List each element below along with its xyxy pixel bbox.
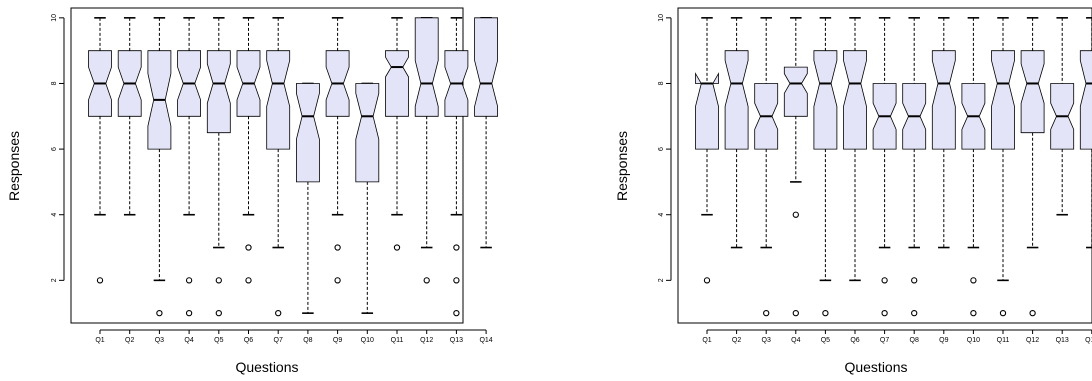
box-q8	[295, 83, 320, 183]
box-q11	[991, 50, 1015, 150]
outlier-point	[245, 277, 252, 284]
left-x-axis: Q1 Q2 Q3 Q4 Q5 Q6 Q7 Q8 Q9 Q10 Q11 Q12 Q13 Q14	[95, 329, 493, 344]
x-tick-label: Q2	[732, 337, 741, 344]
outlier-point	[763, 310, 770, 317]
outlier-point	[453, 310, 460, 317]
x-tick-label: Q3	[155, 337, 164, 344]
x-tick-label: Q5	[821, 337, 830, 344]
y-tick-label: 2	[658, 278, 665, 282]
x-tick-label: Q6	[244, 337, 253, 344]
outlier-point	[275, 310, 282, 317]
outlier-point	[215, 310, 222, 317]
outlier-point	[423, 277, 430, 284]
right-x-axis: Q1 Q2 Q3 Q4 Q5 Q6 Q7 Q8 Q9 Q10 Q11 Q12 Q13 Q14	[702, 329, 1092, 344]
outlier-point	[393, 244, 401, 251]
y-tick-label: 8	[51, 81, 58, 85]
x-tick-label: Q14	[1085, 337, 1092, 344]
y-tick-label: 8	[658, 81, 665, 85]
outlier-point	[911, 310, 918, 317]
left-y-axis-label: Responses	[6, 131, 22, 201]
outlier-point	[822, 310, 829, 317]
outlier-point	[156, 310, 163, 317]
left-boxplot-panel: 2 4 6 8 10 Q1 Q2 Q3 Q4 Q5 Q6 Q7 Q8 Q9 Q10 Q11 Q12 Q13 Q14…	[6, 7, 499, 375]
y-tick-label: 10	[51, 14, 58, 22]
x-tick-label: Q13	[450, 337, 463, 344]
outlier-point	[970, 277, 977, 284]
left-plot-frame	[70, 7, 464, 324]
y-tick-label: 6	[658, 147, 665, 151]
x-tick-label: Q13	[1056, 337, 1069, 344]
outlier-point	[185, 310, 193, 317]
box-q5	[206, 50, 231, 134]
y-tick-label: 10	[658, 14, 665, 22]
x-tick-label: Q10	[361, 337, 374, 344]
outlier-point	[881, 277, 888, 284]
y-tick-label: 2	[51, 278, 58, 282]
y-tick-label: 4	[51, 213, 58, 217]
outlier-point	[1029, 310, 1036, 317]
box-q9	[931, 50, 956, 150]
x-tick-label: Q9	[939, 337, 948, 344]
right-plot-frame	[677, 7, 1092, 324]
x-tick-label: Q10	[967, 337, 980, 344]
x-tick-label: Q8	[303, 337, 312, 344]
x-tick-label: Q8	[910, 337, 919, 344]
left-boxes	[88, 17, 499, 317]
right-boxes	[695, 17, 1092, 317]
x-tick-label: Q5	[214, 337, 223, 344]
box-q12	[414, 17, 439, 117]
right-y-axis: 2 4 6 8 10	[658, 14, 672, 282]
outlier-point	[215, 277, 222, 284]
x-tick-label: Q7	[274, 337, 283, 344]
box-q11	[385, 50, 409, 117]
right-y-axis-label: Responses	[614, 131, 630, 201]
x-tick-label: Q4	[791, 337, 800, 344]
x-tick-label: Q2	[125, 337, 134, 344]
outlier-point	[334, 277, 341, 284]
x-tick-label: Q14	[479, 337, 492, 344]
box-q1	[695, 72, 719, 150]
x-tick-label: Q12	[1026, 337, 1039, 344]
outlier-point	[792, 211, 799, 218]
y-tick-label: 6	[51, 147, 58, 151]
outlier-point	[96, 277, 104, 284]
box-q10	[355, 83, 380, 183]
x-tick-label: Q6	[850, 337, 859, 344]
x-tick-label: Q7	[880, 337, 889, 344]
y-tick-label: 4	[658, 213, 665, 217]
x-tick-label: Q4	[184, 337, 193, 344]
outlier-point	[792, 310, 799, 317]
outlier-point	[245, 244, 252, 251]
outlier-point	[185, 277, 193, 284]
box-q2	[724, 50, 749, 150]
box-q14	[1079, 50, 1092, 150]
box-q6	[843, 50, 867, 150]
outlier-point	[911, 277, 918, 284]
outlier-point	[334, 244, 341, 251]
right-boxplot-panel: 2 4 6 8 10 Q1 Q2 Q3 Q4 Q5 Q6 Q7 Q8 Q9 Q10 Q11 Q12 Q13 Q14…	[614, 7, 1092, 375]
x-tick-label: Q12	[420, 337, 433, 344]
box-q4	[783, 66, 808, 117]
outlier-point	[703, 277, 711, 284]
x-tick-label: Q9	[333, 337, 342, 344]
right-x-axis-label: Questions	[844, 359, 907, 375]
x-tick-label: Q1	[702, 337, 711, 344]
x-tick-label: Q11	[391, 337, 404, 344]
left-x-axis-label: Questions	[235, 359, 298, 375]
x-tick-label: Q3	[762, 337, 771, 344]
box-q7	[266, 50, 291, 150]
outlier-point	[453, 277, 460, 284]
x-tick-label: Q1	[95, 337, 104, 344]
x-tick-label: Q11	[997, 337, 1010, 344]
left-y-axis: 2 4 6 8 10	[51, 14, 65, 282]
box-q14	[474, 17, 499, 117]
outlier-point	[881, 310, 888, 317]
outlier-point	[970, 310, 977, 317]
outlier-point	[453, 244, 460, 251]
box-q12	[1020, 50, 1045, 134]
box-q5	[813, 50, 838, 150]
outlier-point	[999, 310, 1007, 317]
